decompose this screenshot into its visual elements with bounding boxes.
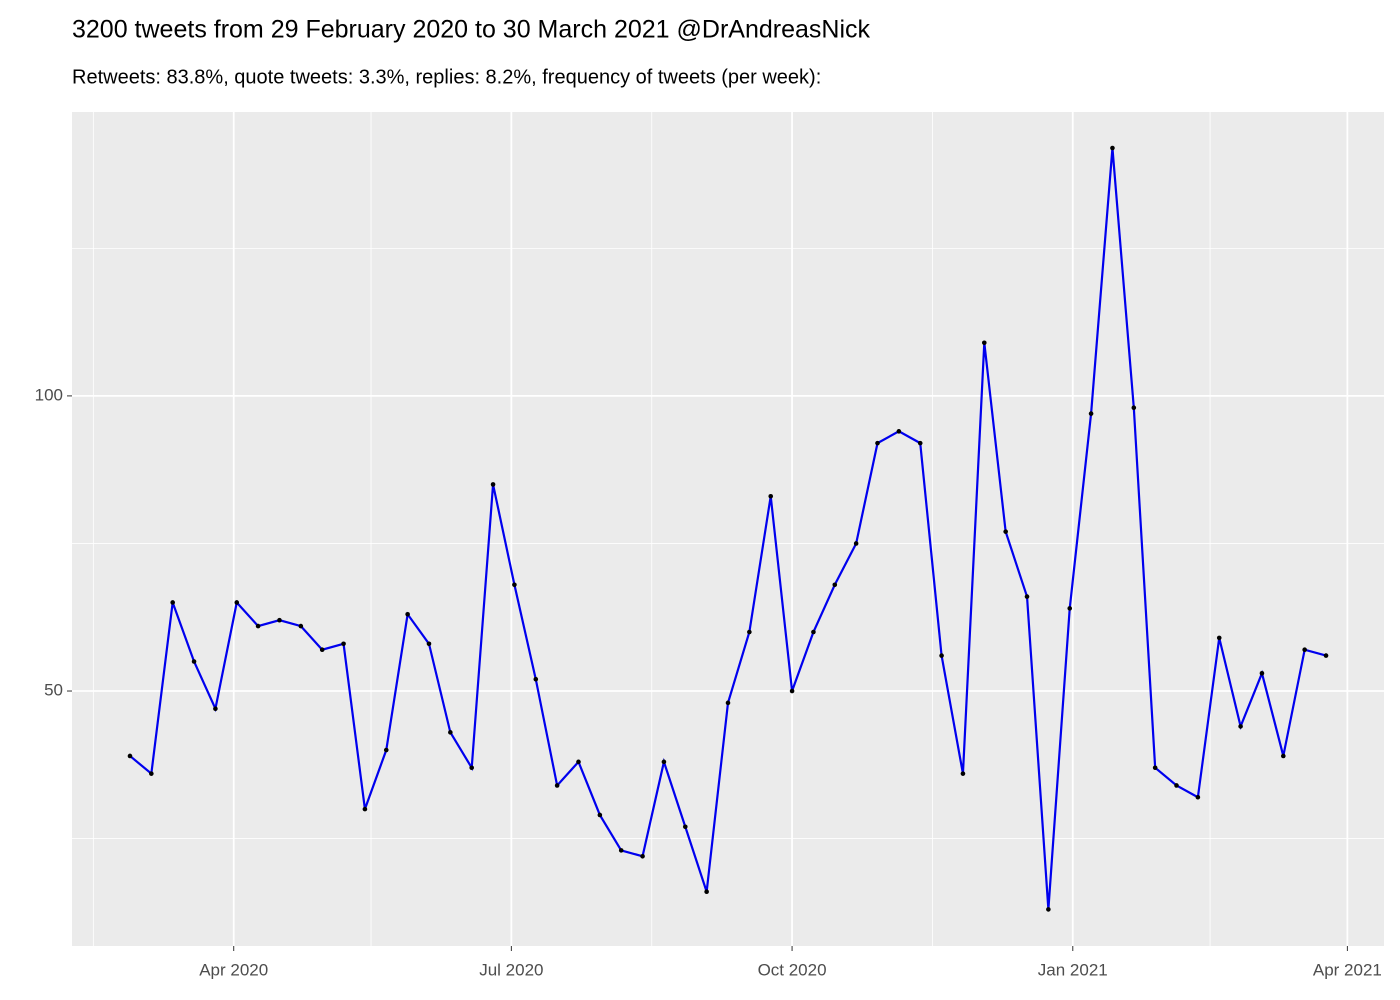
data-point <box>875 440 880 446</box>
data-point <box>255 623 261 629</box>
data-point <box>1238 724 1243 729</box>
data-point <box>917 440 923 446</box>
data-point <box>661 759 667 765</box>
data-point <box>1067 606 1073 611</box>
data-point <box>576 759 581 765</box>
data-point <box>1323 653 1329 658</box>
chart-title: 3200 tweets from 29 February 2020 to 30 … <box>72 16 870 44</box>
data-point <box>426 641 432 647</box>
data-point <box>597 812 603 818</box>
data-point <box>448 730 453 735</box>
data-point <box>277 617 282 623</box>
data-point <box>1216 635 1222 641</box>
data-point <box>469 765 475 771</box>
data-point <box>1174 783 1179 788</box>
data-point <box>1131 405 1137 411</box>
data-point <box>490 482 496 487</box>
data-point <box>341 641 346 647</box>
y-tick-label: 100 <box>35 385 63 404</box>
data-point <box>939 653 944 658</box>
data-point <box>640 853 645 859</box>
data-point <box>789 688 795 694</box>
x-tick-label: Jul 2020 <box>479 960 543 979</box>
data-point <box>725 700 731 706</box>
data-point <box>682 824 688 830</box>
y-tick-label: 50 <box>44 681 63 700</box>
data-point <box>768 493 774 499</box>
data-point <box>1195 794 1201 800</box>
chart-subtitle: Retweets: 83.8%, quote tweets: 3.3%, rep… <box>72 66 821 88</box>
data-point <box>1003 529 1008 534</box>
data-point <box>1281 753 1286 759</box>
x-tick-label: Oct 2020 <box>758 960 827 979</box>
data-point <box>704 889 709 894</box>
data-point <box>383 747 389 753</box>
data-point <box>554 783 560 788</box>
plot-panel <box>72 112 1384 946</box>
data-point <box>832 582 838 588</box>
data-point <box>512 582 517 588</box>
data-point <box>1088 411 1094 416</box>
data-point <box>1152 765 1158 771</box>
data-point <box>533 676 539 682</box>
data-point <box>981 340 987 346</box>
data-point <box>1024 594 1030 599</box>
data-point <box>747 629 752 635</box>
x-tick-label: Apr 2020 <box>199 960 268 979</box>
data-point <box>811 629 816 635</box>
data-point <box>405 611 410 617</box>
x-tick-label: Apr 2021 <box>1313 960 1382 979</box>
data-point <box>1259 671 1265 676</box>
data-point <box>618 848 624 853</box>
data-point <box>149 771 154 776</box>
data-point <box>1302 647 1307 653</box>
data-point <box>1046 907 1051 912</box>
x-tick-label: Jan 2021 <box>1038 960 1108 979</box>
data-point <box>960 771 966 776</box>
data-point <box>1110 145 1115 151</box>
data-point <box>234 600 240 605</box>
data-point <box>362 806 368 812</box>
data-point <box>170 600 175 605</box>
data-point <box>298 623 304 629</box>
data-point <box>127 753 133 759</box>
data-point <box>896 429 902 434</box>
data-point <box>191 659 197 664</box>
data-point <box>853 541 859 546</box>
data-point <box>213 706 218 712</box>
data-point <box>319 647 325 653</box>
